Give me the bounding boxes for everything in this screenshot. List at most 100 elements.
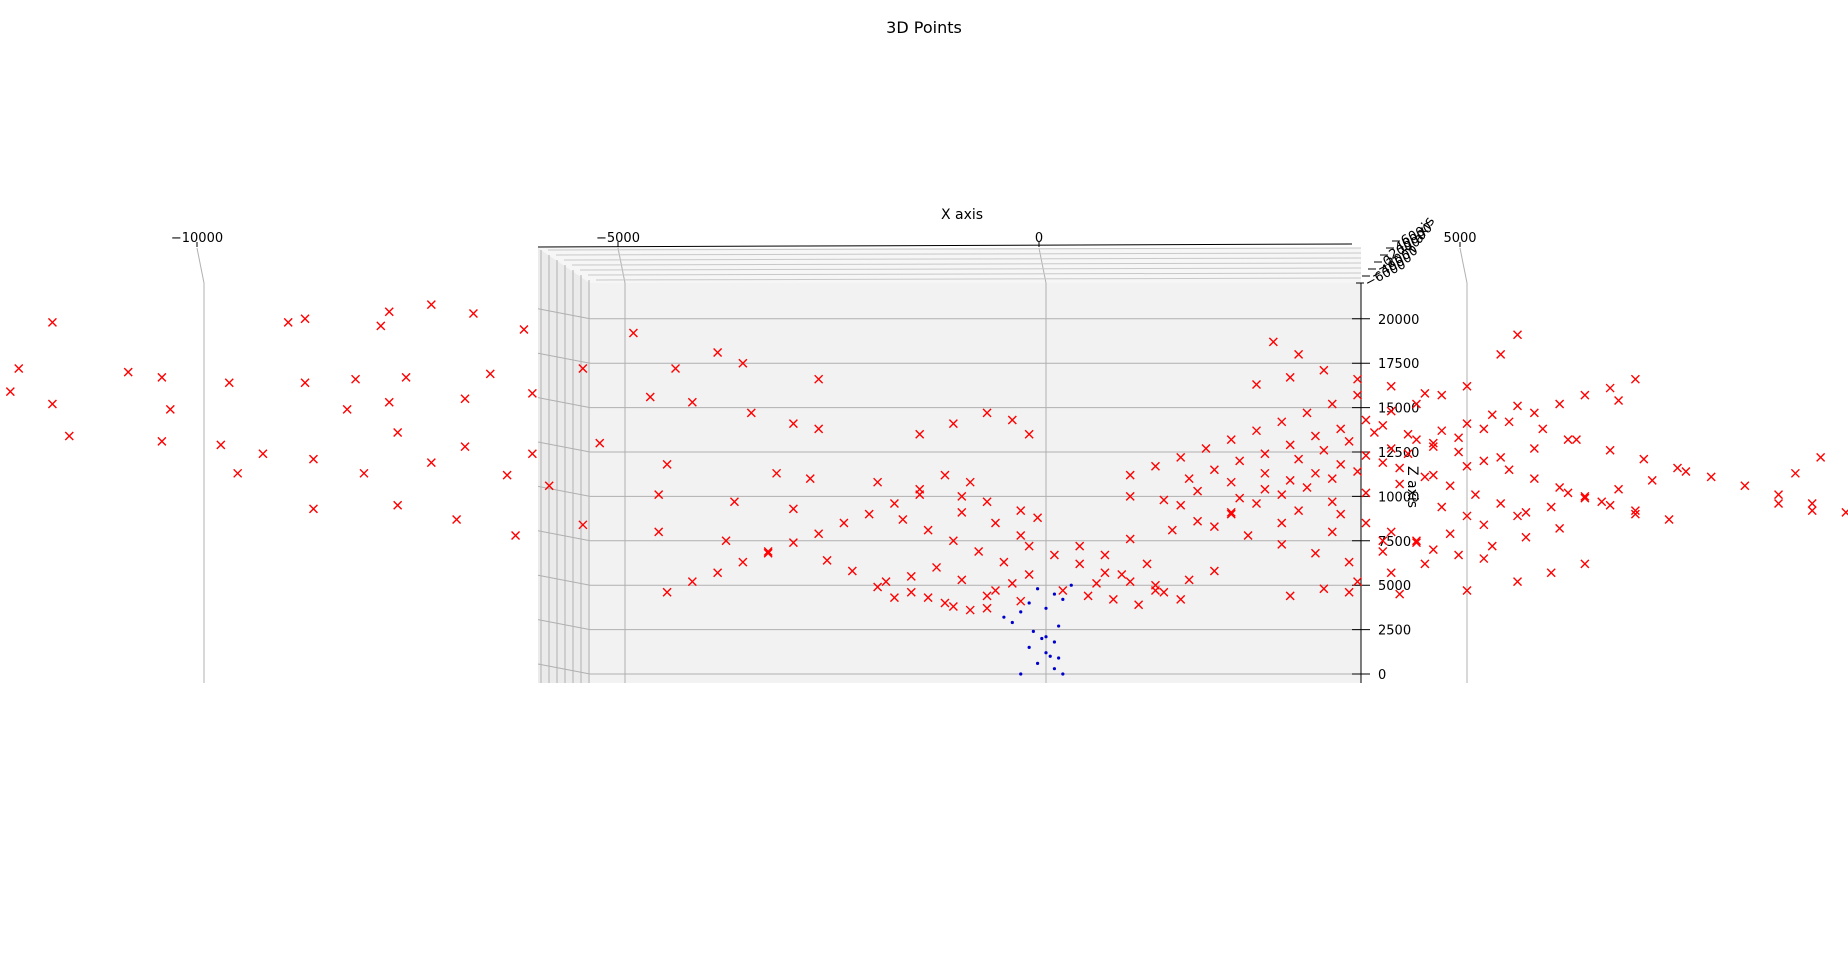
data-point-x-marker (1235, 456, 1245, 466)
data-point-x-marker (662, 459, 672, 469)
data-point-x-marker (351, 374, 361, 384)
data-point-x-marker (763, 546, 773, 556)
data-point-x-marker (1639, 454, 1649, 464)
data-point-x-marker (1386, 406, 1396, 416)
data-point-dot (1061, 672, 1065, 676)
data-point-x-marker (763, 548, 773, 558)
grid-line-y (587, 272, 1362, 276)
data-point-x-marker (1150, 586, 1160, 596)
data-point-x-marker (1428, 470, 1438, 480)
data-point-x-marker (1159, 495, 1169, 505)
data-point-x-marker (359, 468, 369, 478)
data-point-x-marker (1285, 372, 1295, 382)
data-point-x-marker (1235, 493, 1245, 503)
data-point-x-marker (940, 470, 950, 480)
data-point-x-marker (1580, 491, 1590, 501)
data-point-x-marker (376, 321, 386, 331)
data-point-dot (1044, 651, 1048, 655)
data-point-x-marker (1411, 435, 1421, 445)
data-point-x-marker (1226, 435, 1236, 445)
data-point-x-marker (123, 367, 133, 377)
data-point-x-marker (990, 586, 1000, 596)
grid-line-y (595, 277, 1362, 281)
data-point-x-marker (1521, 532, 1531, 542)
data-point-dot (1019, 610, 1023, 614)
data-point-x-marker (216, 440, 226, 450)
data-point-x-marker (1058, 586, 1068, 596)
data-point-x-marker (1310, 548, 1320, 558)
data-point-x-marker (1024, 429, 1034, 439)
data-point-x-marker (1411, 538, 1421, 548)
data-point-x-marker (864, 509, 874, 519)
grid-line-y (555, 252, 1362, 256)
data-point-x-marker (788, 504, 798, 514)
data-point-x-marker (342, 404, 352, 414)
data-point-x-marker (300, 314, 310, 324)
data-point-x-marker (1740, 481, 1750, 491)
z-tick-label: 15000 (1378, 402, 1419, 417)
data-point-x-marker (1209, 465, 1219, 475)
data-point-x-marker (729, 497, 739, 507)
data-point-x-marker (1630, 509, 1640, 519)
data-point-x-marker (1580, 390, 1590, 400)
grid-line-y (547, 247, 1362, 251)
data-point-x-marker (687, 397, 697, 407)
data-point-x-marker (233, 468, 243, 478)
data-point-x-marker (502, 470, 512, 480)
data-point-x-marker (1555, 399, 1565, 409)
data-point-x-marker (1353, 390, 1363, 400)
data-point-x-marker (881, 577, 891, 587)
data-point-x-marker (1597, 497, 1607, 507)
data-point-x-marker (1100, 568, 1110, 578)
plot-area (5, 300, 1848, 676)
data-point-x-marker (738, 557, 748, 567)
data-point-x-marker (1529, 474, 1539, 484)
data-point-x-marker (1319, 584, 1329, 594)
data-point-x-marker (1538, 424, 1548, 434)
data-point-x-marker (923, 593, 933, 603)
data-point-x-marker (511, 530, 521, 540)
data-point-x-marker (5, 387, 15, 397)
data-point-x-marker (1353, 467, 1363, 477)
data-point-x-marker (1277, 490, 1287, 500)
data-point-x-marker (544, 481, 554, 491)
data-point-x-marker (1319, 365, 1329, 375)
data-point-x-marker (1571, 435, 1581, 445)
data-point-x-marker (974, 546, 984, 556)
data-point-x-marker (1302, 408, 1312, 418)
data-point-x-marker (965, 605, 975, 615)
data-point-x-marker (1007, 578, 1017, 588)
data-point-x-marker (1546, 568, 1556, 578)
data-point-x-marker (1496, 349, 1506, 359)
data-point-x-marker (1007, 415, 1017, 425)
data-point-x-marker (1176, 500, 1186, 510)
data-point-dot (1069, 583, 1073, 587)
data-point-x-marker (1294, 506, 1304, 516)
data-point-x-marker (1529, 408, 1539, 418)
data-point-x-marker (948, 602, 958, 612)
data-point-x-marker (1774, 499, 1784, 508)
data-point-x-marker (468, 308, 478, 318)
gridlines (196, 247, 1468, 683)
data-point-x-marker (578, 520, 588, 530)
x-tick-label: 0 (1035, 231, 1043, 246)
data-point-x-marker (165, 404, 175, 414)
grid-line-y (571, 262, 1362, 266)
data-point-dot (1002, 615, 1006, 619)
data-point-x-marker (1462, 381, 1472, 391)
data-point-x-marker (64, 431, 74, 441)
data-point-x-marker (721, 536, 731, 546)
data-point-x-marker (1100, 550, 1110, 560)
data-point-x-marker (1411, 536, 1421, 546)
data-point-x-marker (1159, 587, 1169, 597)
data-point-x-marker (1285, 475, 1295, 485)
data-point-x-marker (401, 372, 411, 382)
data-point-x-marker (1117, 570, 1127, 580)
data-point-x-marker (645, 392, 655, 402)
data-point-x-marker (772, 468, 782, 478)
data-point-x-marker (1546, 502, 1556, 512)
data-point-x-marker (1033, 513, 1043, 523)
data-point-x-marker (1513, 511, 1523, 521)
data-point-x-marker (1016, 506, 1026, 516)
